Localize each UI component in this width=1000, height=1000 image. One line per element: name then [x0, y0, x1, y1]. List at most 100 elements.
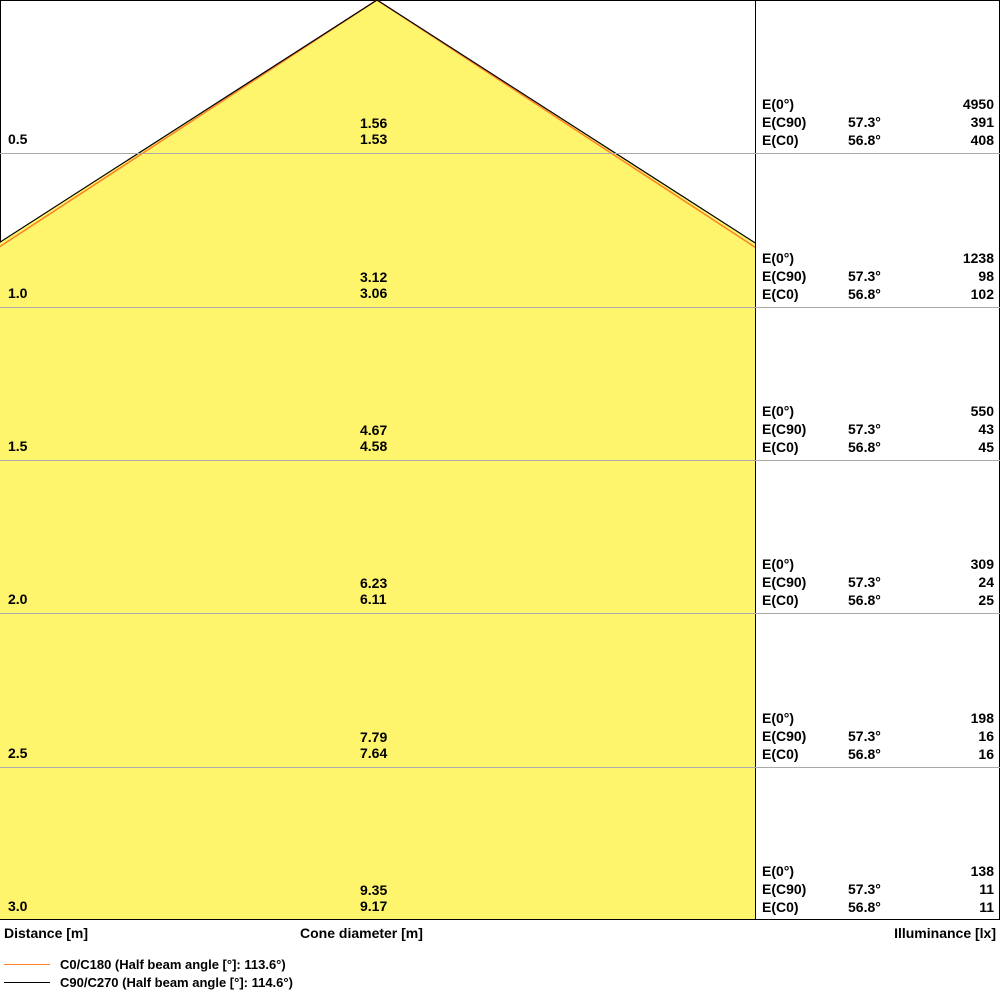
- cone-diam-c0: 9.17: [360, 898, 420, 914]
- distance-label: 2.5: [8, 745, 27, 761]
- cone-diameter-values: 3.123.06: [360, 269, 420, 301]
- illum-ec0-angle: 56.8°: [848, 285, 918, 303]
- illum-ec0-label: E(C0): [762, 591, 832, 609]
- distance-label: 1.5: [8, 438, 27, 454]
- illum-e0-label: E(0°): [762, 95, 832, 113]
- distance-label: 2.0: [8, 591, 27, 607]
- illum-ec0-angle: 56.8°: [848, 745, 918, 763]
- illum-ec0-label: E(C0): [762, 285, 832, 303]
- cone-diam-c90: 9.35: [360, 882, 420, 898]
- illum-ec0-val: 16: [934, 745, 994, 763]
- cone-diam-c90: 6.23: [360, 575, 420, 591]
- illum-e0-val: 4950: [934, 95, 994, 113]
- cone-diam-c0: 3.06: [360, 285, 420, 301]
- illum-e0-angle: [848, 95, 918, 113]
- illum-ec0-row: E(C0)56.8°408: [762, 131, 994, 149]
- illum-ec0-row: E(C0) 56.8° 102: [762, 285, 994, 303]
- cone-diam-c0: 1.53: [360, 131, 420, 147]
- illum-ec90-val: 98: [934, 267, 994, 285]
- legend-swatch-c90: [4, 982, 50, 983]
- illum-ec0-label: E(C0): [762, 438, 832, 456]
- illum-ec0-val: 25: [934, 591, 994, 609]
- illum-e0-row: E(0°)309: [762, 555, 994, 573]
- cone-diam-c0: 4.58: [360, 438, 420, 454]
- illum-ec90-row: E(C90)57.3°11: [762, 880, 994, 898]
- row-divider: [0, 307, 1000, 308]
- illum-ec90-row: E(C90)57.3°16: [762, 727, 994, 745]
- illum-ec0-row: E(C0)56.8°16: [762, 745, 994, 763]
- illum-ec0-angle: 56.8°: [848, 131, 918, 149]
- illum-ec90-angle: 57.3°: [848, 727, 918, 745]
- illum-e0-val: 198: [934, 709, 994, 727]
- distance-label: 1.0: [8, 285, 27, 301]
- legend: C0/C180 (Half beam angle [°]: 113.6°) C9…: [4, 955, 293, 991]
- illuminance-block: E(0°)309E(C90)57.3°24E(C0)56.8°25: [762, 555, 994, 609]
- illum-ec90-row: E(C90)57.3°24: [762, 573, 994, 591]
- cone-diameter-values: 4.674.58: [360, 422, 420, 454]
- illum-ec0-val: 45: [934, 438, 994, 456]
- row-divider: [0, 153, 1000, 154]
- legend-c90-text: C90/C270 (Half beam angle [°]: 114.6°): [60, 975, 293, 990]
- cone-diam-c90: 3.12: [360, 269, 420, 285]
- illum-ec0-angle: 56.8°: [848, 898, 918, 916]
- cone-diam-c90: 4.67: [360, 422, 420, 438]
- illuminance-block: E(0°)4950E(C90)57.3°391E(C0)56.8°408: [762, 95, 994, 149]
- illum-ec90-row: E(C90)57.3°391: [762, 113, 994, 131]
- illum-e0-val: 550: [934, 402, 994, 420]
- cone-diameter-values: 9.359.17: [360, 882, 420, 914]
- illum-e0-val: 1238: [934, 249, 994, 267]
- legend-c0: C0/C180 (Half beam angle [°]: 113.6°): [4, 955, 293, 973]
- illum-e0-val: 309: [934, 555, 994, 573]
- axis-illum-label: Illuminance [lx]: [894, 925, 996, 941]
- illum-ec90-row: E(C90)57.3°43: [762, 420, 994, 438]
- illum-e0-label: E(0°): [762, 402, 832, 420]
- cone-diam-c90: 7.79: [360, 729, 420, 745]
- axis-distance-label: Distance [m]: [4, 925, 88, 941]
- illum-e0-row: E(0°) 4950: [762, 95, 994, 113]
- illum-ec90-label: E(C90): [762, 267, 832, 285]
- cone-diameter-values: 6.236.11: [360, 575, 420, 607]
- illum-ec0-label: E(C0): [762, 131, 832, 149]
- illum-ec0-val: 11: [934, 898, 994, 916]
- illum-ec90-angle: 57.3°: [848, 420, 918, 438]
- illum-e0-row: E(0°) 198: [762, 709, 994, 727]
- illum-e0-angle: [848, 249, 918, 267]
- illum-e0-label: E(0°): [762, 862, 832, 880]
- illum-ec90-val: 391: [934, 113, 994, 131]
- cone-diameter-values: 1.561.53: [360, 115, 420, 147]
- row-divider: [0, 767, 1000, 768]
- legend-swatch-c0: [4, 964, 50, 965]
- illum-ec90-label: E(C90): [762, 420, 832, 438]
- illum-ec90-label: E(C90): [762, 727, 832, 745]
- illum-ec90-label: E(C90): [762, 113, 832, 131]
- illum-ec90-angle: 57.3°: [848, 573, 918, 591]
- illum-e0-angle: [848, 709, 918, 727]
- illum-ec90-val: 24: [934, 573, 994, 591]
- illum-e0-angle: [848, 402, 918, 420]
- illum-ec0-val: 102: [934, 285, 994, 303]
- row-divider: [0, 460, 1000, 461]
- illum-ec0-angle: 56.8°: [848, 591, 918, 609]
- bottom-border: [0, 919, 1000, 920]
- cone-diameter-values: 7.797.64: [360, 729, 420, 761]
- illuminance-block: E(0°)198E(C90)57.3°16E(C0)56.8°16: [762, 709, 994, 763]
- illum-ec90-val: 11: [934, 880, 994, 898]
- axis-cone-label: Cone diameter [m]: [300, 925, 423, 941]
- cone-diam-c0: 6.11: [360, 591, 420, 607]
- illum-e0-label: E(0°): [762, 709, 832, 727]
- illuminance-block: E(0°)1238E(C90) 57.3° 98 E(C0) 56.8° 102: [762, 249, 994, 303]
- illum-ec90-angle: 57.3°: [848, 267, 918, 285]
- legend-c0-text: C0/C180 (Half beam angle [°]: 113.6°): [60, 957, 286, 972]
- illum-ec90-row: E(C90) 57.3° 98: [762, 267, 994, 285]
- illum-ec0-row: E(C0)56.8°11: [762, 898, 994, 916]
- illum-e0-val: 138: [934, 862, 994, 880]
- illuminance-block: E(0°)550E(C90)57.3°43E(C0)56.8°45: [762, 402, 994, 456]
- legend-c90: C90/C270 (Half beam angle [°]: 114.6°): [4, 973, 293, 991]
- illum-e0-angle: [848, 555, 918, 573]
- distance-label: 3.0: [8, 898, 27, 914]
- row-divider: [0, 613, 1000, 614]
- illum-ec0-row: E(C0)56.8°45: [762, 438, 994, 456]
- illum-e0-angle: [848, 862, 918, 880]
- distance-label: 0.5: [8, 131, 27, 147]
- illum-e0-row: E(0°)1238: [762, 249, 994, 267]
